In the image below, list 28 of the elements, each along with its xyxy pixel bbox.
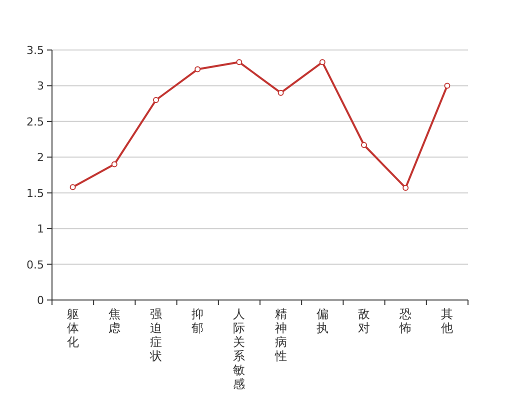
y-tick-label: 2.5: [26, 115, 44, 128]
y-tick-label: 3: [37, 80, 44, 93]
y-tick-label: 1: [37, 222, 44, 236]
point: [194, 66, 201, 72]
point: [444, 82, 450, 89]
x-tick-label: 偏执: [316, 307, 328, 335]
point: [111, 161, 118, 168]
y-tick-label: 1.5: [26, 186, 44, 200]
point: [153, 97, 159, 103]
x-tick-label: 抑郁: [192, 307, 204, 335]
point: [278, 90, 284, 96]
x-tick-label: 焦虑: [108, 307, 120, 335]
point: [70, 184, 76, 190]
point: [319, 59, 326, 66]
x-tick-label: 敌对: [358, 307, 370, 335]
point: [402, 184, 409, 191]
x-tick-label: 恐怖: [398, 307, 412, 335]
x-tick-label: 躯体化: [66, 307, 79, 349]
x-tick-label: 其他: [441, 307, 454, 335]
y-tick-label: 0.5: [26, 258, 44, 272]
point: [236, 59, 242, 66]
y-tick-label: 3.5: [26, 44, 44, 57]
y-tick-label: 2: [37, 151, 44, 164]
point: [361, 142, 367, 148]
x-tick-label: 强迫症状: [149, 307, 162, 363]
y-tick-label: 0: [37, 294, 44, 307]
x-tick-label: 精神病性: [274, 307, 287, 363]
x-tick-label: 人际关系敏感: [233, 307, 246, 391]
